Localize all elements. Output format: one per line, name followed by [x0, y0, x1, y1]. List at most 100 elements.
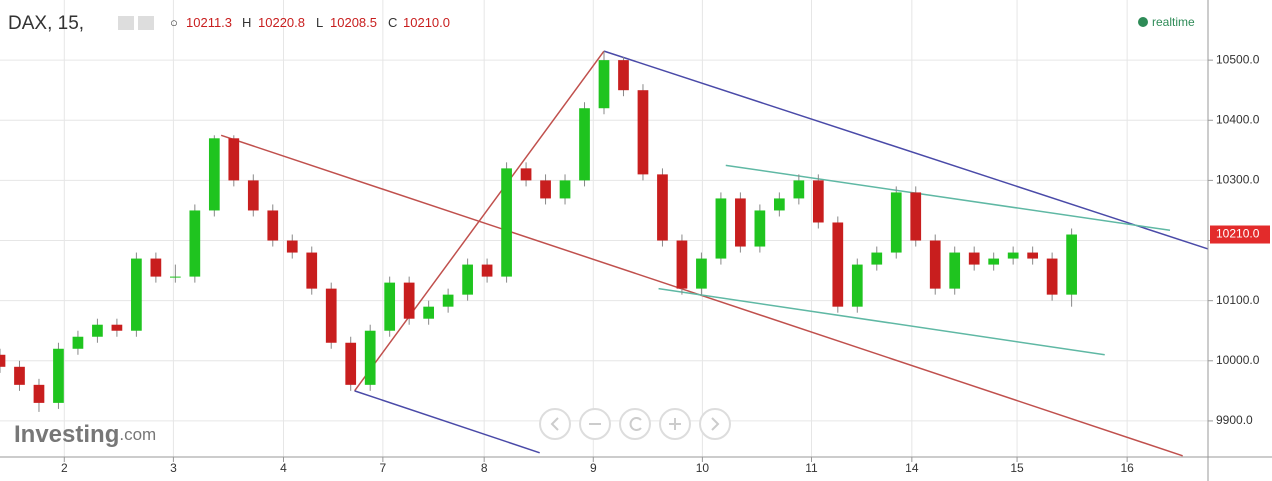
trend-line: [603, 50, 1209, 250]
candle-body: [968, 252, 980, 265]
candle-body: [325, 288, 337, 343]
y-tick-label: 9900.0: [1216, 413, 1253, 427]
candle-body: [169, 276, 181, 278]
candle-body: [812, 180, 824, 223]
logo-suffix: .com: [119, 425, 156, 444]
candle-body: [1007, 252, 1019, 259]
candle-body: [929, 240, 941, 289]
candle-body: [949, 252, 961, 289]
candle-body: [520, 168, 532, 181]
candle-body: [14, 366, 25, 385]
candle-body: [267, 210, 279, 241]
ohlc: ○ 10211.3 H 10220.8 L 10208.5 C 10210.0: [170, 15, 450, 30]
candle-body: [793, 180, 805, 199]
candle-body: [540, 180, 551, 199]
x-tick-label: 10: [696, 461, 710, 475]
x-tick-label: 15: [1010, 461, 1024, 475]
candle-body: [559, 180, 571, 199]
candle-body: [910, 192, 922, 241]
candle-body: [754, 210, 766, 247]
logo-brand: Investing: [14, 421, 119, 448]
candle-body: [1066, 234, 1077, 295]
x-tick-label: 8: [481, 461, 488, 475]
c: C: [388, 15, 397, 30]
x-tick-label: 2: [61, 461, 68, 475]
last-price-box: [1210, 225, 1270, 244]
candle-body: [481, 264, 493, 277]
candle-body: [306, 252, 318, 289]
candle-body: [735, 198, 746, 247]
x-tick-label: 3: [170, 461, 177, 475]
candle-body: [228, 138, 240, 181]
reset[interactable]: [619, 408, 651, 440]
trend-line: [658, 287, 1105, 356]
y-tick-label: 10000.0: [1216, 353, 1260, 367]
last-price-label: 10210.0: [1216, 227, 1260, 241]
x-tick-label: 14: [905, 461, 919, 475]
y-tick-label: 10100.0: [1216, 293, 1260, 307]
candle-body: [501, 168, 512, 277]
status-dot: [1138, 17, 1148, 27]
logo: Investing.com: [14, 421, 156, 448]
candle-body: [579, 108, 590, 181]
high-value: 10220.8: [258, 15, 305, 30]
candle-body: [988, 258, 1000, 265]
scroll-right[interactable]: [699, 408, 731, 440]
candle-body: [286, 240, 298, 253]
candle-body: [442, 294, 454, 307]
scroll-left[interactable]: [539, 408, 571, 440]
trend-line: [725, 164, 1171, 232]
candle-body: [832, 222, 844, 307]
candle-body: [696, 258, 707, 289]
trend-line: [354, 390, 540, 454]
symbol: DAX, 15,: [8, 13, 84, 34]
candle-body: [247, 180, 259, 211]
y-tick-label: 10500.0: [1216, 52, 1260, 66]
candle-body: [1027, 252, 1039, 259]
candle-body: [131, 258, 142, 331]
status: realtime: [1152, 15, 1195, 29]
candle-body: [384, 282, 396, 331]
candle-body: [189, 210, 201, 277]
icon[interactable]: [138, 16, 154, 30]
candle-body: [637, 90, 649, 175]
candle-body: [851, 264, 863, 307]
candle-body: [208, 138, 220, 211]
h: H: [242, 15, 251, 30]
candle-body: [1046, 258, 1058, 295]
candle-body: [72, 336, 84, 349]
icon[interactable]: [118, 16, 134, 30]
low-value: 10208.5: [330, 15, 377, 30]
candle-body: [33, 384, 45, 403]
candle-body: [773, 198, 785, 211]
open-value: 10211.3: [186, 15, 232, 30]
x-tick-label: 9: [590, 461, 597, 475]
candle-body: [462, 264, 473, 295]
candle-body: [598, 60, 610, 109]
x-tick-label: 11: [805, 461, 818, 475]
candle-body: [150, 258, 162, 277]
candle-body: [871, 252, 883, 265]
nav-icons: [550, 417, 720, 431]
close-value: 10210.0: [403, 15, 450, 30]
candle-body: [111, 324, 123, 331]
candle-body: [890, 192, 902, 253]
y-tick-label: 10300.0: [1216, 173, 1260, 187]
x-tick-label: 4: [280, 461, 287, 475]
x-tick-label: 7: [380, 461, 387, 475]
candle-body: [345, 342, 357, 385]
candle-body: [657, 174, 668, 241]
candle-body: [403, 282, 415, 319]
candle-body: [53, 348, 64, 403]
candle-body: [715, 198, 727, 259]
l: L: [316, 15, 323, 30]
candle-body: [92, 324, 103, 337]
candle-body: [618, 60, 629, 91]
y-tick-label: 10400.0: [1216, 112, 1260, 126]
candle-body: [676, 240, 688, 289]
candle-body: [0, 354, 6, 367]
x-tick-label: 16: [1120, 461, 1134, 475]
candle-body: [364, 330, 376, 385]
trend-line: [354, 50, 605, 392]
